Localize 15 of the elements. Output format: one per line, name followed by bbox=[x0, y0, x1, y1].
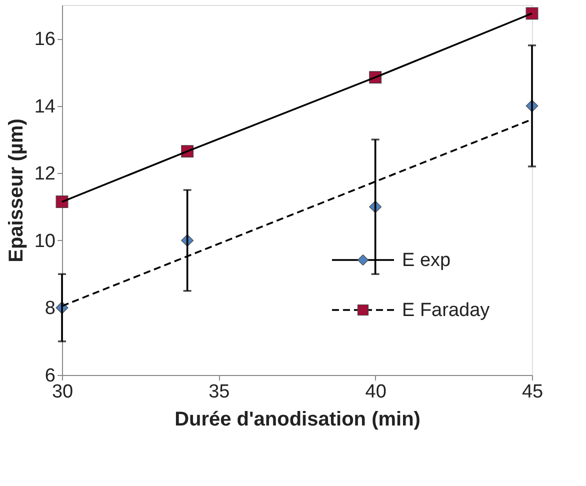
x-tick-label: 35 bbox=[208, 382, 230, 402]
y-tick-label: 14 bbox=[34, 96, 56, 118]
y-tick-label: 12 bbox=[34, 164, 56, 185]
y-tick-label: 16 bbox=[34, 29, 56, 50]
x-axis-title: Durée d'anodisation (min) bbox=[174, 408, 420, 430]
legend-label: E Faraday bbox=[402, 300, 490, 321]
y-tick-label: 8 bbox=[44, 298, 56, 320]
point bbox=[56, 196, 68, 208]
y-axis-title: Epaisseur (µm) bbox=[5, 118, 28, 262]
legend-label: E exp bbox=[402, 250, 451, 271]
x-tick-label: 45 bbox=[522, 382, 544, 402]
point bbox=[526, 7, 538, 20]
x-tick-label: 40 bbox=[365, 382, 386, 402]
x-tick-label: 30 bbox=[52, 382, 74, 402]
y-tick-label: 10 bbox=[34, 230, 56, 252]
